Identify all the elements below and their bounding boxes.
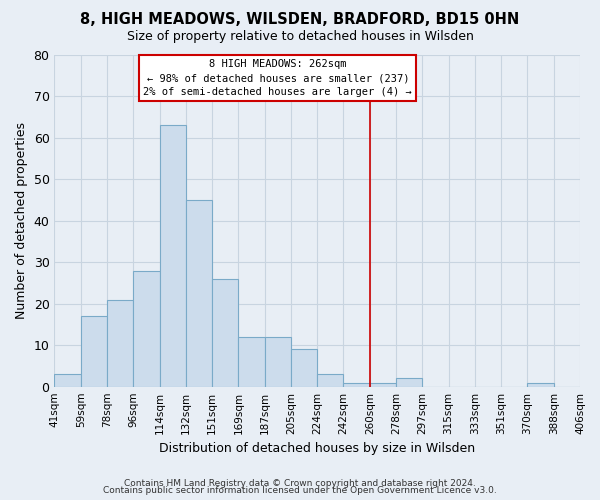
Bar <box>317 374 343 386</box>
Bar <box>212 279 238 386</box>
Bar <box>186 200 212 386</box>
Text: Size of property relative to detached houses in Wilsden: Size of property relative to detached ho… <box>127 30 473 43</box>
Bar <box>238 337 265 386</box>
Bar <box>527 382 554 386</box>
Bar <box>265 337 291 386</box>
Bar <box>291 350 317 387</box>
Bar <box>80 316 107 386</box>
Bar <box>160 126 186 386</box>
Bar <box>370 382 396 386</box>
Bar <box>107 300 133 386</box>
X-axis label: Distribution of detached houses by size in Wilsden: Distribution of detached houses by size … <box>159 442 475 455</box>
Text: Contains HM Land Registry data © Crown copyright and database right 2024.: Contains HM Land Registry data © Crown c… <box>124 478 476 488</box>
Bar <box>133 270 160 386</box>
Bar <box>343 382 370 386</box>
Text: Contains public sector information licensed under the Open Government Licence v3: Contains public sector information licen… <box>103 486 497 495</box>
Y-axis label: Number of detached properties: Number of detached properties <box>15 122 28 320</box>
Text: 8, HIGH MEADOWS, WILSDEN, BRADFORD, BD15 0HN: 8, HIGH MEADOWS, WILSDEN, BRADFORD, BD15… <box>80 12 520 28</box>
Text: 8 HIGH MEADOWS: 262sqm
← 98% of detached houses are smaller (237)
2% of semi-det: 8 HIGH MEADOWS: 262sqm ← 98% of detached… <box>143 59 412 97</box>
Bar <box>55 374 80 386</box>
Bar <box>396 378 422 386</box>
